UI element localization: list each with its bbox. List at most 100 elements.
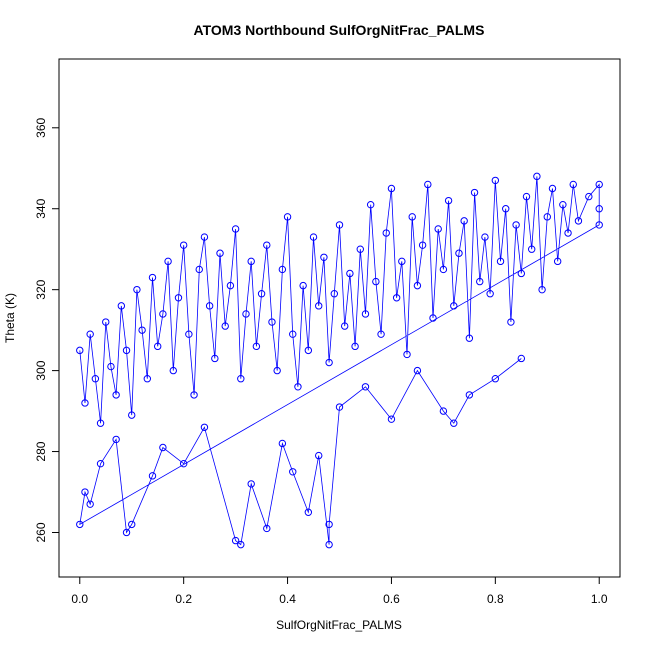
data-point [346, 269, 354, 278]
y-tick-label: 300 [34, 360, 48, 380]
data-point [595, 180, 603, 189]
data-point [413, 281, 422, 290]
data-point [574, 217, 583, 225]
data-point [439, 265, 448, 274]
data-point [553, 257, 562, 266]
data-point [325, 520, 333, 529]
data-point [283, 213, 292, 221]
y-axis-label: Theta (K) [3, 293, 17, 343]
y-axis: 260 280 300 320 340 360 [34, 117, 60, 543]
data-point [439, 407, 448, 415]
data-point [564, 229, 572, 237]
data-point [418, 241, 427, 249]
data-point [387, 184, 396, 193]
data-point [533, 172, 541, 181]
data-point [595, 205, 603, 213]
data-point [351, 342, 359, 351]
data-point [450, 302, 458, 310]
data-point [159, 443, 167, 452]
y-tick-label: 320 [34, 279, 48, 299]
data-point [450, 419, 458, 427]
data-point [434, 225, 442, 233]
y-tick-label: 280 [34, 441, 48, 461]
series-line [79, 176, 600, 546]
data-point [382, 229, 390, 237]
data-point [138, 326, 146, 334]
data-point [268, 318, 276, 326]
data-point [148, 472, 157, 480]
data-point [304, 346, 313, 355]
data-point [403, 350, 411, 359]
data-point [387, 415, 396, 423]
data-point [179, 459, 188, 468]
data-point [185, 330, 193, 338]
y-tick-label: 260 [34, 522, 48, 542]
x-tick-label: 0.0 [71, 592, 88, 606]
data-point [398, 257, 406, 266]
data-point [231, 536, 240, 545]
data-point [117, 302, 126, 310]
data-point [335, 221, 344, 229]
data-point [543, 213, 551, 221]
data-point [128, 520, 136, 529]
data-point [476, 277, 484, 286]
data-point [273, 366, 281, 375]
data-point [252, 342, 261, 351]
data-point [512, 221, 520, 229]
data-point [86, 330, 94, 338]
data-point [159, 310, 167, 318]
data-point [413, 366, 422, 375]
x-axis-label: SulfOrgNitFrac_PALMS [276, 618, 402, 632]
data-point [174, 294, 183, 302]
data-point [86, 500, 94, 508]
data-point [372, 277, 380, 286]
data-point [200, 233, 209, 241]
data-point [289, 330, 297, 338]
data-point [309, 233, 318, 241]
x-tick-label: 0.4 [279, 592, 296, 606]
data-point [522, 192, 531, 201]
data-point [429, 314, 437, 322]
data-series [76, 172, 603, 549]
data-point [200, 423, 209, 431]
data-point [465, 391, 474, 399]
data-point [231, 225, 240, 233]
data-point [315, 302, 323, 310]
data-point [226, 281, 235, 290]
data-point [96, 459, 105, 468]
data-point [237, 540, 245, 549]
data-point [408, 213, 416, 221]
data-point [81, 488, 89, 496]
data-point [148, 273, 157, 282]
data-point [278, 439, 287, 448]
data-point [538, 285, 546, 294]
data-point [444, 196, 453, 205]
data-point [247, 480, 255, 488]
data-point [128, 411, 136, 419]
data-point [107, 362, 115, 371]
data-point [548, 184, 557, 193]
data-point [179, 241, 188, 249]
y-tick-label: 340 [34, 198, 48, 218]
x-tick-label: 0.6 [383, 592, 400, 606]
data-point [195, 265, 203, 274]
data-point [76, 346, 84, 355]
data-point [289, 468, 297, 476]
data-point [299, 281, 307, 290]
data-point [340, 322, 349, 330]
data-point [366, 200, 375, 209]
x-tick-label: 1.0 [591, 592, 608, 606]
data-point [81, 399, 89, 407]
data-point [502, 205, 510, 213]
data-point [237, 375, 245, 383]
data-point [325, 540, 333, 549]
data-point [517, 354, 526, 363]
data-point [143, 375, 152, 383]
data-point [102, 318, 110, 326]
data-point [491, 375, 500, 383]
data-point [304, 508, 313, 516]
x-axis: 0.0 0.2 0.4 0.6 0.8 1.0 [71, 576, 608, 606]
y-tick-label: 360 [34, 117, 48, 137]
data-point [133, 285, 141, 294]
